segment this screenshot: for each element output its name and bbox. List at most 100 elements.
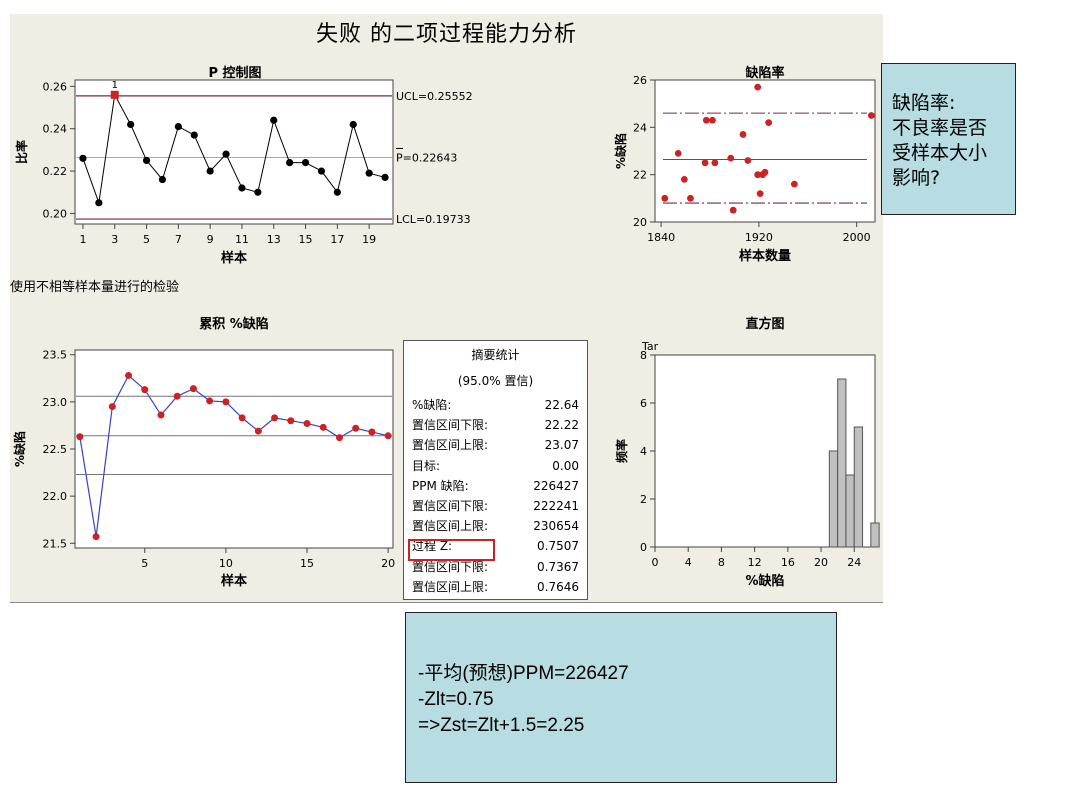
summary-row: 置信区间上限: 0.7646 <box>412 578 579 597</box>
data-point <box>739 131 747 138</box>
data-point <box>254 427 262 435</box>
callout-line: =>Zst=Zlt+1.5=2.25 <box>418 715 585 736</box>
data-point <box>238 414 246 422</box>
summary-row-value: 230654 <box>533 519 579 534</box>
data-point <box>158 175 167 184</box>
data-point <box>729 206 737 214</box>
data-point <box>687 194 694 202</box>
callout-line: 不良率是否 <box>892 117 988 139</box>
data-point <box>661 194 669 202</box>
histogram-bar <box>853 426 864 548</box>
data-line <box>82 93 386 203</box>
y-tick-label: 23.0 <box>43 396 68 409</box>
y-axis-label: %缺陷 <box>12 431 27 467</box>
y-axis-label: %缺陷 <box>613 133 628 169</box>
y-tick-label: 22.5 <box>43 443 68 456</box>
x-tick-label: 2000 <box>843 231 871 244</box>
callout-line: 受样本大小 <box>892 142 988 164</box>
y-tick-label: 2 <box>640 493 647 506</box>
summary-row-label: 置信区间下限: <box>412 499 489 513</box>
x-tick-label: 24 <box>847 556 861 569</box>
corner-label: Tar <box>641 340 659 353</box>
summary-row: PPM 缺陷: 226427 <box>412 477 579 496</box>
data-point <box>206 397 214 405</box>
data-point <box>76 433 84 441</box>
summary-subtitle: (95.0% 置信) <box>457 374 534 388</box>
x-tick-label: 16 <box>781 556 795 569</box>
data-point <box>765 119 773 126</box>
summary-row-label: 置信区间下限: <box>412 418 489 433</box>
data-point <box>127 120 135 129</box>
center-label: P=0.22643 <box>396 151 457 164</box>
data-point <box>701 159 709 167</box>
data-point <box>381 173 389 182</box>
summary-row: 置信区间下限: 0.7367 <box>412 558 579 577</box>
x-tick-label: 7 <box>175 233 182 246</box>
data-point <box>222 150 230 158</box>
summary-row-value: 0.00 <box>552 458 579 473</box>
summary-row-value: 0.7646 <box>537 579 579 594</box>
flag-label: 1 <box>112 80 118 91</box>
p-chart-title: P 控制图 <box>208 66 262 81</box>
x-tick-label: 20 <box>814 556 828 569</box>
x-tick-label: 20 <box>381 557 395 570</box>
data-point <box>108 403 116 411</box>
histogram-bar <box>837 378 847 548</box>
data-point <box>157 411 165 419</box>
data-point <box>727 154 735 162</box>
data-point <box>141 386 149 394</box>
data-point <box>287 417 295 425</box>
y-tick-label: 22 <box>633 169 647 182</box>
divider <box>10 602 883 603</box>
y-tick-label: 21.5 <box>43 537 68 550</box>
ppm-callout: -平均(预想)PPM=226427 -Zlt=0.75 =>Zst=Zlt+1.… <box>405 612 837 783</box>
data-point <box>301 158 310 167</box>
histogram-bar <box>845 474 855 548</box>
y-tick-label: 20 <box>633 216 647 229</box>
x-tick-label: 10 <box>219 557 233 570</box>
data-point <box>317 167 326 175</box>
summary-row-label: 置信区间上限: <box>412 579 489 594</box>
data-point <box>711 159 719 167</box>
x-axis-label: 样本 <box>221 573 247 589</box>
data-point <box>189 385 197 393</box>
data-point <box>303 420 311 428</box>
data-point <box>368 428 376 436</box>
callout-line: 缺陷率: <box>892 92 956 114</box>
data-point <box>190 131 198 139</box>
x-tick-label: 15 <box>300 557 314 570</box>
y-axis-label: 比率 <box>14 140 29 164</box>
summary-row: %缺陷: 22.64 <box>412 396 579 415</box>
summary-row-value: 22.64 <box>544 398 579 412</box>
y-tick-label: 0.24 <box>43 123 68 136</box>
summary-row-label: %缺陷: <box>412 398 452 412</box>
histogram-title: 直方图 <box>745 317 785 332</box>
data-point <box>384 432 392 440</box>
data-point <box>790 180 798 188</box>
callout-line: 影响? <box>892 167 941 189</box>
x-tick-label: 9 <box>207 233 214 246</box>
data-point <box>319 423 327 431</box>
data-point <box>709 116 716 124</box>
summary-row-value: 0.7507 <box>537 539 579 554</box>
x-tick-label: 15 <box>299 233 313 246</box>
data-point <box>335 434 343 442</box>
summary-row: 目标: 0.00 <box>412 457 579 476</box>
data-point <box>222 398 230 406</box>
page-title: 失败 的二项过程能力分析 <box>316 22 577 47</box>
summary-row-label: 过程 Z: <box>412 539 453 554</box>
data-point <box>95 199 103 207</box>
x-tick-label: 8 <box>718 556 725 569</box>
data-point <box>286 158 294 167</box>
data-point <box>206 167 214 175</box>
summary-row-value: 22.22 <box>544 418 579 433</box>
y-tick-label: 6 <box>640 397 647 410</box>
data-point <box>254 188 262 196</box>
y-tick-label: 0.20 <box>43 207 68 220</box>
data-point <box>174 122 182 131</box>
data-point <box>79 154 87 162</box>
defect-rate-title: 缺陷率 <box>745 66 785 81</box>
summary-statistics: 摘要统计 (95.0% 置信) %缺陷: 22.64 置信区间下限: 22.22 置信区… <box>403 340 588 600</box>
summary-row-value: 23.07 <box>544 438 579 453</box>
